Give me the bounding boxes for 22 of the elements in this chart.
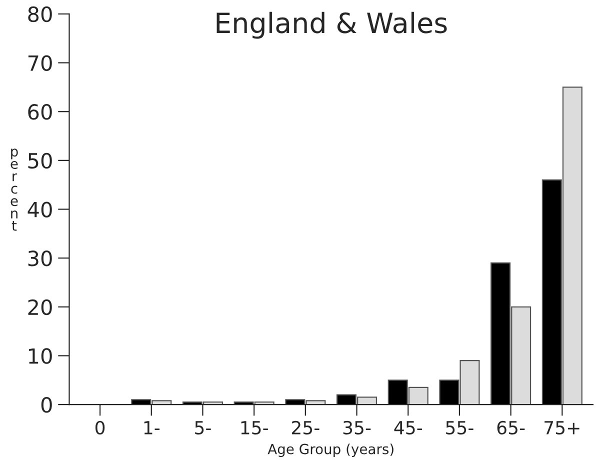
y-tick-label: 40 [28,202,52,218]
y-tick-label: 20 [28,299,52,316]
x-tick-label: 45- [394,421,422,434]
y-tick-label: 30 [28,250,52,266]
x-tick-label: 25- [292,420,320,434]
y-tick-label: 80 [28,6,52,22]
y-tick-label: 70 [28,55,52,71]
x-tick-label: 75+ [544,421,580,434]
y-tick-label: 10 [29,348,52,364]
x-tick-label: 15- [241,421,268,434]
y-axis-title: percent [10,148,18,231]
x-tick-label: 0 [95,420,105,434]
x-tick-label: 1- [144,421,160,434]
y-tick-label: 50 [28,152,52,169]
chart-title: England & Wales [216,12,447,39]
x-tick-label: 55- [446,421,474,434]
x-axis-title: Age Group (years) [268,444,394,457]
x-tick-label: 35- [343,420,371,434]
x-tick-label: 65- [497,420,525,434]
x-tick-label: 5- [195,421,211,434]
y-tick-label: 0 [41,397,52,413]
y-tick-label: 60 [28,104,52,120]
